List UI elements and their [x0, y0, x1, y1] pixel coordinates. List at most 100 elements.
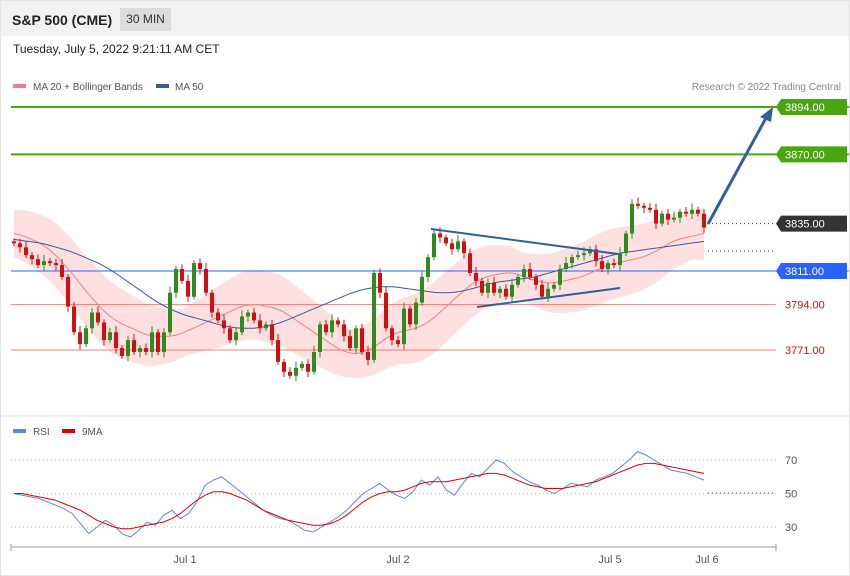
candlesticks: [12, 197, 706, 382]
candle-body: [516, 276, 520, 285]
candle-body: [54, 263, 58, 266]
candle-body: [492, 282, 496, 293]
legend-9ma-label: 9MA: [82, 427, 103, 438]
candle-body: [420, 276, 424, 303]
level-badges: 3894.00 3870.00 3835.00 3811.00 3794.00 3771.…: [776, 99, 847, 357]
header-bar: S&P 500 (CME) 30 MIN: [1, 1, 849, 36]
level-label-3794.00: 3794.00: [785, 300, 825, 312]
candle-body: [606, 263, 610, 270]
candle-body: [192, 263, 196, 297]
level-badge-3835.00: [776, 215, 847, 232]
candle-body: [126, 340, 130, 356]
ma20-line: [13, 233, 705, 355]
candle-body: [354, 328, 358, 349]
candle-body: [216, 312, 220, 321]
candle-body: [222, 320, 226, 329]
candle-body: [624, 233, 628, 254]
trendline-lower: [476, 287, 621, 308]
candle-body: [72, 306, 76, 333]
candle-body: [174, 269, 178, 293]
x-tick-label: Jul 2: [386, 554, 409, 566]
candle-body: [330, 320, 334, 333]
candle-body: [132, 340, 136, 353]
candle-body: [552, 284, 556, 289]
candle-body: [348, 336, 352, 349]
candle-body: [444, 237, 448, 244]
timeframe-badge[interactable]: 30 MIN: [120, 8, 171, 31]
candle-body: [450, 243, 454, 250]
candle-body: [396, 340, 400, 345]
candle-body: [408, 308, 412, 325]
rsi-tick-50: 50: [785, 489, 797, 501]
candle-body: [240, 316, 244, 333]
candle-body: [336, 320, 340, 325]
candle-body: [90, 312, 94, 329]
candle-body: [186, 280, 190, 297]
candle-body: [660, 213, 664, 224]
candle-body: [678, 211, 682, 218]
candle-body: [78, 332, 82, 345]
candle-body: [204, 269, 208, 293]
candle-body: [570, 257, 574, 264]
candle-body: [12, 241, 16, 244]
rsi-tick-70: 70: [785, 455, 797, 467]
candle-body: [426, 257, 430, 277]
candle-body: [486, 282, 490, 293]
candle-body: [540, 284, 544, 297]
candle-body: [228, 328, 232, 341]
candle-body: [66, 276, 70, 307]
instrument-title: S&P 500 (CME): [12, 12, 113, 28]
rsi-ma-line: [14, 462, 705, 530]
candle-body: [324, 324, 328, 333]
candle-body: [276, 340, 280, 362]
candle-body: [102, 322, 106, 341]
candle-body: [432, 233, 436, 258]
candle-body: [264, 324, 268, 329]
candle-body: [96, 312, 100, 323]
candle-body: [114, 332, 118, 349]
candle-body: [366, 352, 370, 360]
candle-body: [120, 348, 124, 356]
candle-body: [180, 269, 184, 281]
candle-body: [36, 259, 40, 266]
candle-body: [534, 276, 538, 285]
candle-body: [270, 324, 274, 341]
candle-body: [582, 253, 586, 256]
candle-body: [702, 213, 706, 228]
candle-body: [480, 280, 484, 293]
candle-body: [318, 324, 322, 353]
candle-body: [690, 209, 694, 214]
candle-body: [522, 269, 526, 277]
candle-body: [528, 269, 532, 277]
candle-body: [558, 269, 562, 285]
candle-body: [198, 263, 202, 270]
legend-ma20-swatch: [13, 84, 26, 88]
x-tick-label: Jul 1: [173, 554, 196, 566]
rsi-tick-30: 30: [785, 522, 797, 534]
legend-ma50-swatch: [156, 84, 169, 88]
candle-body: [234, 332, 238, 341]
level-label-3771.00: 3771.00: [785, 345, 825, 357]
ma50-line: [13, 238, 705, 329]
candle-body: [48, 261, 52, 264]
candle-body: [456, 241, 460, 250]
rsi-line: [13, 451, 705, 538]
candle-body: [108, 332, 112, 341]
legend-rsi-swatch: [13, 429, 26, 433]
candle-body: [636, 203, 640, 206]
rsi-panel: 70 50 30: [11, 451, 797, 538]
candle-body: [402, 308, 406, 345]
candle-body: [666, 213, 670, 220]
candle-body: [564, 263, 568, 270]
candle-body: [414, 302, 418, 325]
moving-averages: [13, 233, 705, 355]
x-tick-label: Jul 5: [598, 554, 621, 566]
level-badge-text-3894.00: 3894.00: [785, 102, 825, 114]
candle-body: [576, 255, 580, 258]
level-badge-3811.00: [776, 263, 847, 279]
candle-body: [312, 352, 316, 372]
candle-body: [642, 205, 646, 208]
trendlines: [430, 107, 773, 308]
bollinger-band-fill: [14, 207, 704, 378]
